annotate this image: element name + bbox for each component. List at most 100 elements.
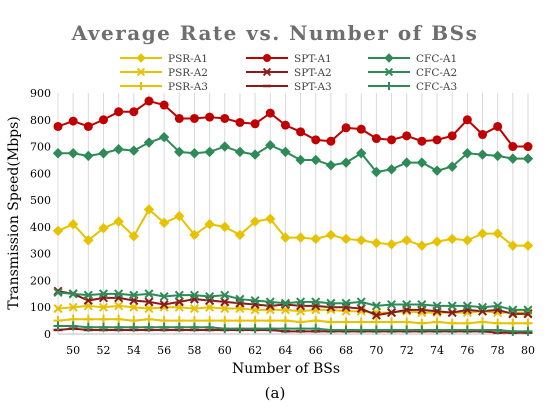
data-point [280, 120, 290, 130]
data-point [114, 107, 124, 117]
data-point [249, 149, 261, 160]
series-spt-a1 [53, 96, 533, 152]
data-point [98, 148, 109, 159]
data-point [144, 304, 154, 314]
data-point [402, 317, 412, 327]
data-point [477, 228, 488, 239]
legend-item-psr-a2: PSR-A2 [120, 67, 208, 79]
x-tick-label: 56 [157, 344, 171, 357]
data-point [159, 291, 169, 302]
data-point [356, 235, 367, 246]
data-point [189, 148, 200, 159]
data-point [114, 289, 124, 299]
data-point [432, 317, 442, 327]
data-point [401, 235, 412, 246]
data-point [265, 140, 276, 151]
data-point [523, 318, 533, 328]
y-tick-label: 200 [30, 274, 51, 287]
data-point [522, 153, 534, 164]
data-point [508, 305, 518, 315]
data-point [98, 115, 108, 125]
data-point [416, 240, 428, 251]
legend-item-spt-a3: SPT-A3 [246, 81, 332, 93]
x-tick-label: 60 [218, 344, 232, 357]
data-point [114, 322, 124, 332]
data-point [114, 314, 124, 324]
data-point [402, 325, 412, 335]
legend-swatch-marker [136, 67, 146, 77]
data-point [477, 302, 488, 312]
data-point [235, 117, 245, 127]
data-point [113, 216, 124, 227]
series-cfc-a3 [53, 321, 533, 336]
data-point [356, 297, 366, 307]
data-point [205, 112, 215, 122]
data-point [447, 308, 457, 318]
data-point [220, 290, 230, 300]
x-tick-label: 80 [521, 344, 535, 357]
data-point [220, 324, 230, 334]
data-point [340, 233, 352, 245]
data-point [204, 219, 215, 230]
data-point [507, 153, 519, 164]
data-point [143, 137, 155, 148]
data-point [83, 290, 93, 300]
data-point [158, 131, 170, 143]
data-point [220, 113, 230, 123]
data-point [310, 233, 321, 245]
data-point [508, 326, 518, 336]
data-point [98, 322, 108, 332]
data-point [189, 322, 199, 332]
figure-caption: (a) [264, 384, 286, 402]
data-point [446, 233, 458, 245]
legend-item-spt-a2: SPT-A2 [246, 67, 332, 79]
data-point [492, 228, 503, 239]
x-tick-label: 66 [309, 344, 323, 357]
chart-title: Average Rate vs. Number of BSs [71, 21, 479, 45]
data-point [143, 204, 155, 215]
data-point [296, 127, 306, 137]
data-point [249, 216, 261, 227]
data-point [507, 240, 519, 251]
data-point [325, 160, 337, 171]
data-point [235, 316, 245, 326]
line-chart: Average Rate vs. Number of BSs PSR-A1 SPT… [6, 21, 535, 377]
legend-swatch-marker [384, 67, 394, 77]
data-point [234, 229, 246, 241]
legend: PSR-A1 SPT-A1 CFC-A1 PSR-A2 SPT-A2 CFC-A2 PSR-… [120, 53, 457, 93]
data-point [402, 131, 412, 141]
series-line [57, 99, 528, 148]
series-layer [52, 96, 534, 336]
data-point [326, 136, 336, 146]
data-point [83, 150, 94, 162]
data-point [325, 229, 337, 241]
y-tick-label: 300 [30, 248, 51, 261]
data-point [98, 302, 109, 312]
data-point [174, 290, 184, 300]
data-point [250, 295, 260, 306]
data-point [431, 165, 443, 176]
data-point [67, 219, 79, 230]
data-point [311, 135, 321, 145]
series-line [58, 136, 528, 174]
data-point [296, 324, 306, 334]
data-point [68, 116, 78, 126]
y-tick-label: 900 [30, 87, 51, 100]
data-point [416, 157, 428, 168]
legend-label: SPT-A2 [294, 67, 332, 79]
data-point [220, 304, 230, 314]
data-point [417, 136, 427, 146]
data-point [205, 322, 215, 332]
x-tick-label: 62 [248, 344, 262, 357]
data-point [522, 240, 534, 251]
x-tick-label: 50 [66, 344, 80, 357]
data-point [128, 145, 140, 156]
y-tick-label: 500 [30, 194, 51, 207]
data-point [189, 229, 200, 241]
data-point [114, 301, 124, 311]
data-point [356, 317, 366, 327]
data-point [432, 301, 442, 311]
data-point [189, 290, 199, 300]
data-point [477, 149, 488, 160]
data-point [341, 325, 351, 335]
